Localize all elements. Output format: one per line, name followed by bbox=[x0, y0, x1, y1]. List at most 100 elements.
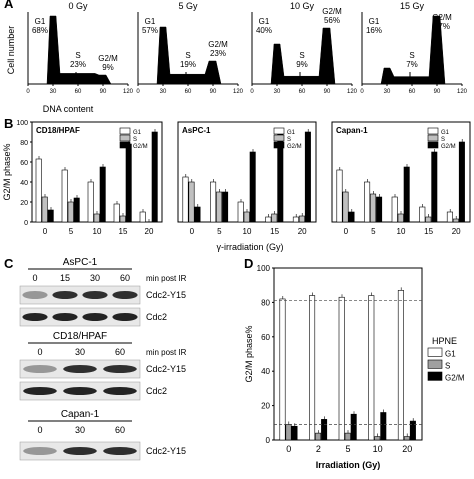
x-tick-label: 10 bbox=[243, 227, 252, 236]
bar-g2m-10 bbox=[380, 412, 387, 441]
protein-band bbox=[23, 387, 57, 395]
s-percent-label: S 19% bbox=[180, 51, 196, 69]
bar-s-5 bbox=[344, 432, 351, 441]
legend-label: G1 bbox=[133, 130, 142, 136]
lane-time-label: 60 bbox=[115, 347, 125, 357]
lane-time-label: 60 bbox=[115, 425, 125, 435]
g2m-percent-label: G2/M 77% bbox=[432, 13, 452, 31]
x-tick-label: 0 bbox=[190, 227, 195, 236]
g1-percent-label: G1 16% bbox=[366, 17, 382, 35]
protein-band bbox=[82, 291, 108, 299]
protein-band bbox=[63, 365, 97, 373]
band-label: Cdc2 bbox=[146, 386, 167, 396]
y-tick-label: 0 bbox=[24, 220, 28, 227]
bar-s-0 bbox=[342, 191, 349, 223]
bar-g2m-20 bbox=[151, 131, 158, 223]
bar-g1-0 bbox=[182, 176, 189, 223]
protein-band bbox=[103, 365, 137, 373]
g1-percent-label: G1 57% bbox=[142, 17, 158, 35]
lane-time-label: 0 bbox=[37, 347, 42, 357]
bar-g2m-0 bbox=[348, 211, 355, 223]
legend-label: G2/M bbox=[287, 144, 302, 150]
panel-letter-a: A bbox=[4, 0, 14, 11]
histogram-tick-label: 60 bbox=[75, 89, 82, 95]
bar-g1-20 bbox=[139, 211, 146, 223]
panel-letter-b: B bbox=[4, 116, 14, 131]
histogram-profile bbox=[148, 26, 222, 85]
bar-g2m-10 bbox=[99, 166, 106, 223]
histogram-tick-label: 120 bbox=[347, 89, 358, 95]
legend-swatch bbox=[119, 134, 131, 142]
protein-band bbox=[63, 447, 97, 455]
x-tick-label: 15 bbox=[270, 227, 279, 236]
bar-g2m-0 bbox=[194, 206, 201, 223]
x-tick-label: 15 bbox=[119, 227, 128, 236]
y-tick-label: 60 bbox=[20, 160, 28, 167]
lane-time-label: 30 bbox=[75, 425, 85, 435]
bar-g1-20 bbox=[292, 216, 299, 223]
bar-g1-0 bbox=[336, 169, 343, 223]
histogram-profile bbox=[262, 27, 336, 85]
legend-swatch bbox=[273, 141, 285, 149]
western-blot-figure: AsPC-1 0 15 30 60 min post IR Cdc2-Y15 Cdc2 CD18… bbox=[19, 257, 187, 461]
blot-membrane bbox=[19, 307, 141, 327]
protein-band bbox=[82, 313, 108, 321]
histogram-tick-label: 60 bbox=[299, 89, 306, 95]
x-tick-label: 5 bbox=[345, 444, 350, 454]
lane-time-label: 0 bbox=[37, 425, 42, 435]
legend-swatch bbox=[427, 127, 439, 135]
bar-s-0 bbox=[41, 196, 48, 223]
blot-title: AsPC-1 bbox=[63, 257, 98, 268]
y-tick-label: 60 bbox=[261, 333, 270, 342]
bar-s-20 bbox=[452, 218, 459, 223]
bar-g2m-5 bbox=[73, 197, 80, 223]
histogram-profile bbox=[372, 15, 446, 85]
bar-g1-0 bbox=[35, 158, 42, 223]
bar-s-10 bbox=[93, 213, 100, 223]
legend-label: G2/M bbox=[441, 144, 456, 150]
histogram-tick-label: 120 bbox=[123, 89, 134, 95]
lane-time-label: 60 bbox=[120, 273, 130, 283]
histogram-tick-label: 0 bbox=[26, 89, 30, 95]
chart-title: CD18/HPAF bbox=[36, 126, 80, 135]
legend-label: G2/M bbox=[133, 144, 148, 150]
legend-swatch bbox=[427, 141, 439, 149]
histogram-tick-label: 30 bbox=[50, 89, 57, 95]
s-percent-label: S 7% bbox=[406, 51, 418, 69]
histogram-2: 0 30 60 90 120 10 Gy G1 40% S 9% G2/M 56% bbox=[250, 1, 357, 95]
histogram-0: 0 30 60 90 120 0 Gy G1 68% S 23% G2/M 9% bbox=[26, 1, 133, 95]
x-tick-label: 5 bbox=[371, 227, 376, 236]
y-tick-label: 40 bbox=[261, 367, 270, 376]
protein-band bbox=[112, 313, 138, 321]
bar-s-10 bbox=[243, 211, 250, 223]
band-label: Cdc2-Y15 bbox=[146, 446, 186, 456]
protein-band bbox=[23, 447, 57, 455]
bar-g2m-5 bbox=[350, 413, 357, 441]
legend-swatch bbox=[273, 134, 285, 142]
x-tick-label: 10 bbox=[93, 227, 102, 236]
bar-g1-10 bbox=[87, 181, 94, 223]
x-tick-label: 20 bbox=[452, 227, 461, 236]
histogram-tick-label: 120 bbox=[457, 89, 468, 95]
bar-s-20 bbox=[298, 215, 305, 223]
x-tick-label: 2 bbox=[316, 444, 321, 454]
chart-hpne: 0 2 5 10 20 0 20 40 60 80 100 HPNE G1 S G2/M bbox=[257, 264, 465, 454]
bar-g2m-0 bbox=[47, 209, 54, 223]
bar-g1-15 bbox=[113, 203, 120, 223]
bar-g1-10 bbox=[391, 196, 398, 223]
time-axis-label: min post IR bbox=[146, 348, 187, 357]
legend-swatch bbox=[427, 134, 439, 142]
panel-letter-d: D bbox=[244, 256, 254, 271]
x-tick-label: 0 bbox=[344, 227, 349, 236]
legend-swatch bbox=[427, 347, 443, 357]
histogram-tick-label: 0 bbox=[136, 89, 140, 95]
panel-a-histograms: 0 30 60 90 120 0 Gy G1 68% S 23% G2/M 9% 0 30 60 90 120 5… bbox=[6, 1, 468, 114]
g2m-percent-label: G2/M 56% bbox=[322, 7, 342, 25]
bar-g1-5 bbox=[210, 181, 217, 223]
legend-label: S bbox=[445, 361, 450, 370]
bar-g1-15 bbox=[265, 216, 272, 223]
protein-band bbox=[22, 313, 48, 321]
y-tick-label: 80 bbox=[261, 298, 270, 307]
time-axis-label: min post IR bbox=[146, 274, 187, 283]
